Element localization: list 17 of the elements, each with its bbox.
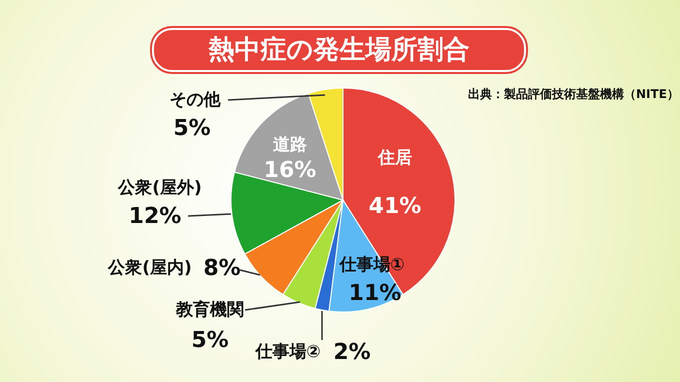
data-label: 5%	[191, 328, 229, 353]
data-label: 5%	[173, 116, 211, 141]
data-label: 8%	[203, 256, 241, 281]
data-label: 41%	[368, 194, 422, 219]
slice-label: 公衆(屋外)	[117, 178, 202, 198]
data-label: 12%	[128, 204, 182, 229]
slice-label: その他	[170, 90, 222, 110]
slice-label: 住居	[377, 148, 412, 168]
chart-title: 熱中症の発生場所割合	[152, 28, 526, 72]
source-note: 出典：製品評価技術基盤機構（NITE）	[468, 86, 679, 103]
data-label: 2%	[333, 340, 371, 365]
data-label: 16%	[264, 158, 316, 183]
slice-label: 道路	[273, 135, 307, 155]
data-label: 11%	[348, 281, 402, 306]
slice-label: 仕事場②	[254, 342, 321, 362]
slice-label: 教育機関	[175, 299, 244, 320]
slice-label: 公衆(屋内)	[107, 258, 192, 278]
